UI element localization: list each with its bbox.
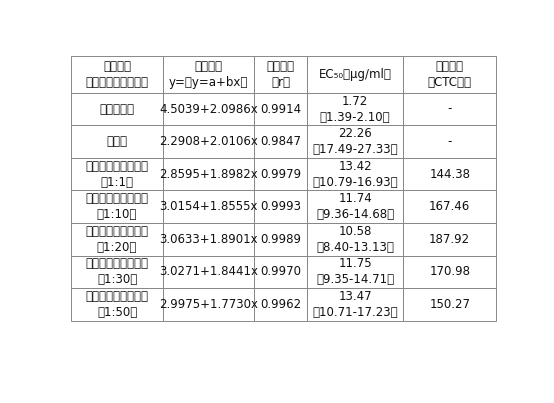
Bar — [254, 223, 307, 256]
Bar — [307, 56, 403, 93]
Text: 0.9989: 0.9989 — [260, 233, 301, 246]
Bar — [71, 56, 163, 93]
Bar — [307, 223, 403, 256]
Text: 4.5039+2.0986x: 4.5039+2.0986x — [159, 102, 258, 116]
Bar — [403, 56, 496, 93]
Bar — [403, 125, 496, 158]
Text: 11.75
（9.35-14.71）: 11.75 （9.35-14.71） — [316, 258, 394, 287]
Bar — [163, 223, 254, 256]
Bar — [307, 125, 403, 158]
Bar — [71, 288, 163, 321]
Bar — [163, 56, 254, 93]
Bar — [403, 288, 496, 321]
Bar — [307, 93, 403, 125]
Text: -: - — [448, 102, 452, 116]
Bar — [71, 191, 163, 223]
Text: 187.92: 187.92 — [429, 233, 470, 246]
Bar — [307, 158, 403, 191]
Bar — [254, 158, 307, 191]
Bar — [71, 223, 163, 256]
Text: 0.9914: 0.9914 — [260, 102, 301, 116]
Text: 溴氰虫酰胺：杀虫双
（1:1）: 溴氰虫酰胺：杀虫双 （1:1） — [85, 160, 148, 189]
Bar — [254, 125, 307, 158]
Text: EC₅₀（μg/ml）: EC₅₀（μg/ml） — [319, 68, 392, 81]
Text: 167.46: 167.46 — [429, 200, 470, 213]
Text: 10.58
（8.40-13.13）: 10.58 （8.40-13.13） — [316, 225, 394, 254]
Text: 0.9993: 0.9993 — [260, 200, 301, 213]
Text: 溴氰虫酰胺：杀虫双
（1:20）: 溴氰虫酰胺：杀虫双 （1:20） — [85, 225, 148, 254]
Text: 0.9847: 0.9847 — [260, 135, 301, 148]
Text: 2.9975+1.7730x: 2.9975+1.7730x — [159, 298, 258, 311]
Text: 3.0271+1.8441x: 3.0271+1.8441x — [159, 266, 258, 278]
Text: 144.38: 144.38 — [429, 168, 470, 181]
Bar — [403, 158, 496, 191]
Bar — [307, 191, 403, 223]
Text: 22.26
（17.49-27.33）: 22.26 （17.49-27.33） — [312, 127, 398, 156]
Text: 相关系数
（r）: 相关系数 （r） — [266, 60, 295, 89]
Bar — [403, 223, 496, 256]
Text: 13.47
（10.71-17.23）: 13.47 （10.71-17.23） — [312, 290, 398, 319]
Text: 11.74
（9.36-14.68）: 11.74 （9.36-14.68） — [316, 192, 394, 221]
Bar — [254, 191, 307, 223]
Bar — [254, 256, 307, 288]
Bar — [71, 93, 163, 125]
Bar — [403, 191, 496, 223]
Text: 0.9970: 0.9970 — [260, 266, 301, 278]
Text: 杀虫双: 杀虫双 — [106, 135, 127, 148]
Text: -: - — [448, 135, 452, 148]
Text: 3.0154+1.8555x: 3.0154+1.8555x — [159, 200, 258, 213]
Text: 溴氰虫酰胺：杀虫双
（1:30）: 溴氰虫酰胺：杀虫双 （1:30） — [85, 258, 148, 287]
Bar — [163, 256, 254, 288]
Text: 溴氰虫酰胺: 溴氰虫酰胺 — [100, 102, 135, 116]
Bar — [71, 158, 163, 191]
Text: 1.72
（1.39-2.10）: 1.72 （1.39-2.10） — [320, 95, 391, 124]
Bar — [163, 288, 254, 321]
Bar — [71, 125, 163, 158]
Text: 溴氰虫酰胺：杀虫双
（1:50）: 溴氰虫酰胺：杀虫双 （1:50） — [85, 290, 148, 319]
Bar — [71, 256, 163, 288]
Bar — [307, 288, 403, 321]
Text: 2.2908+2.0106x: 2.2908+2.0106x — [159, 135, 258, 148]
Text: 供试药剂
（有效成分质量比）: 供试药剂 （有效成分质量比） — [85, 60, 148, 89]
Text: 2.8595+1.8982x: 2.8595+1.8982x — [159, 168, 258, 181]
Text: 共毒系数
（CTC值）: 共毒系数 （CTC值） — [428, 60, 471, 89]
Bar — [307, 256, 403, 288]
Text: 溴氰虫酰胺：杀虫双
（1:10）: 溴氰虫酰胺：杀虫双 （1:10） — [85, 192, 148, 221]
Text: 3.0633+1.8901x: 3.0633+1.8901x — [159, 233, 258, 246]
Bar — [254, 288, 307, 321]
Bar — [163, 125, 254, 158]
Bar — [163, 158, 254, 191]
Text: 170.98: 170.98 — [429, 266, 470, 278]
Text: 13.42
（10.79-16.93）: 13.42 （10.79-16.93） — [312, 160, 398, 189]
Bar — [163, 93, 254, 125]
Text: 回归方程
y=（y=a+bx）: 回归方程 y=（y=a+bx） — [169, 60, 248, 89]
Bar — [254, 93, 307, 125]
Text: 150.27: 150.27 — [429, 298, 470, 311]
Text: 0.9979: 0.9979 — [260, 168, 301, 181]
Bar — [403, 93, 496, 125]
Bar — [403, 256, 496, 288]
Text: 0.9962: 0.9962 — [260, 298, 301, 311]
Bar — [163, 191, 254, 223]
Bar — [254, 56, 307, 93]
